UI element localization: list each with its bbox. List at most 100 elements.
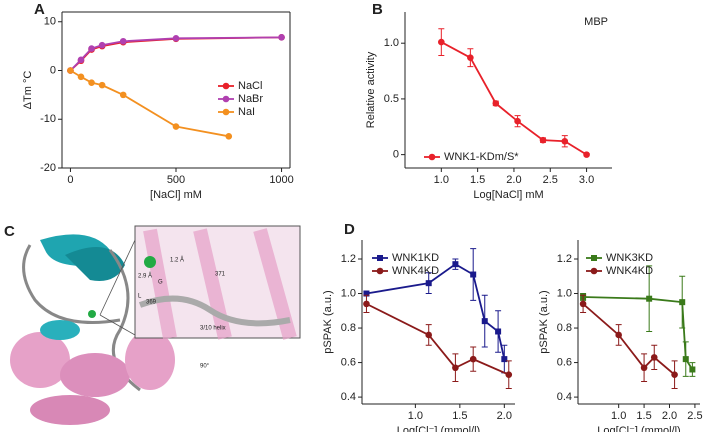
marker — [579, 300, 587, 308]
marker — [452, 364, 459, 372]
legend-label: NaCl — [238, 80, 262, 92]
marker — [119, 37, 127, 45]
x-tick-label: 1.5 — [452, 410, 467, 422]
y-tick-label: 0 — [50, 64, 56, 76]
marker — [640, 364, 648, 372]
marker — [583, 151, 590, 158]
y-tick-label: -20 — [40, 162, 56, 174]
marker — [425, 280, 432, 287]
marker — [98, 81, 106, 89]
legend-marker — [428, 153, 436, 161]
helix — [125, 330, 175, 390]
legend-label: NaBr — [238, 93, 263, 105]
marker — [495, 328, 502, 335]
panel-letter: C — [4, 223, 15, 240]
y-tick-label: 0.6 — [557, 356, 572, 368]
series-line — [582, 303, 676, 376]
y-tick-label: 1.2 — [341, 253, 356, 265]
annotation: MBP — [584, 16, 608, 28]
x-tick-label: 1.0 — [434, 174, 449, 186]
marker — [98, 41, 106, 49]
marker — [452, 261, 459, 268]
marker — [469, 355, 477, 363]
coil — [22, 244, 121, 324]
y-axis-label: Relative activity — [365, 51, 377, 128]
marker — [689, 366, 696, 373]
structure-label: L — [138, 294, 142, 300]
panel-letter: D — [344, 221, 355, 238]
legend-marker — [222, 108, 230, 116]
legend-marker — [377, 255, 383, 261]
helix — [30, 395, 110, 425]
marker — [682, 356, 689, 363]
structure-label: 369 — [146, 300, 157, 306]
x-tick-label: 2.0 — [662, 410, 677, 422]
marker — [119, 91, 127, 99]
marker — [539, 136, 547, 144]
y-axis-label: ΔTm °C — [22, 71, 34, 110]
marker — [172, 123, 180, 130]
x-axis-label: Log[Cl⁻] (mmol/l) — [397, 425, 480, 432]
marker — [67, 67, 74, 74]
beta-sheet — [40, 320, 80, 340]
marker — [225, 133, 233, 140]
series-line — [366, 263, 506, 360]
y-tick-label: 0.6 — [341, 356, 356, 368]
legend-label: WNK4KD — [606, 265, 653, 277]
marker — [438, 38, 445, 46]
y-axis-label: pSPAK (a.u.) — [322, 290, 334, 353]
marker — [646, 295, 653, 302]
x-tick-label: 1.5 — [470, 174, 485, 186]
legend-marker — [222, 82, 230, 90]
x-tick-label: 1.0 — [408, 410, 423, 422]
structure-label: 371 — [215, 272, 226, 278]
marker — [671, 371, 678, 378]
y-tick-label: 10 — [44, 16, 56, 28]
marker — [467, 54, 474, 61]
legend-label: WNK4KD — [392, 265, 439, 277]
series-line — [69, 69, 229, 138]
legend-label: NaI — [238, 106, 255, 118]
protein-structure: 1.2 Å 2.9 Å G 371 L 369 3/10 helix 90° — [10, 225, 301, 425]
series-line — [366, 303, 510, 376]
y-axis-label: pSPAK (a.u.) — [538, 290, 550, 353]
y-tick-label: 0.5 — [384, 93, 399, 105]
structure-label: 90° — [200, 364, 210, 370]
x-tick-label: 2.5 — [543, 174, 558, 186]
y-tick-label: 1.0 — [384, 37, 399, 49]
x-tick-label: 500 — [167, 174, 185, 186]
marker — [514, 117, 521, 125]
x-tick-label: 2.0 — [506, 174, 521, 186]
panel-letter: A — [34, 1, 45, 18]
marker — [679, 299, 686, 306]
marker — [615, 331, 622, 339]
legend-label: WNK1KD — [392, 252, 439, 264]
panel-letter: B — [372, 1, 383, 18]
marker — [505, 371, 513, 378]
x-axis-label: [NaCl] mM — [150, 189, 202, 201]
marker — [470, 271, 477, 278]
marker — [363, 300, 370, 308]
legend-marker — [376, 267, 384, 275]
structure-label: 2.9 Å — [138, 273, 152, 280]
y-tick-label: 1.2 — [557, 253, 572, 265]
marker — [481, 318, 488, 325]
structure-label: 1.2 Å — [170, 257, 184, 264]
marker — [88, 79, 95, 86]
legend-marker — [590, 267, 598, 275]
zoom-line — [99, 239, 136, 336]
helix — [60, 353, 130, 397]
marker — [650, 354, 658, 361]
x-axis-label: Log[Cl⁻] (mmol/l) — [597, 425, 680, 432]
marker — [425, 331, 433, 339]
marker — [88, 45, 95, 52]
x-tick-label: 3.0 — [579, 174, 594, 186]
y-tick-label: 0.8 — [557, 322, 572, 334]
marker — [492, 100, 500, 107]
x-tick-label: 2.5 — [687, 410, 702, 422]
x-tick-label: 2.0 — [497, 410, 512, 422]
y-tick-label: 0.4 — [341, 391, 356, 403]
chloride-ion — [144, 256, 156, 268]
legend-label: WNK1-KDm/S* — [444, 151, 519, 163]
